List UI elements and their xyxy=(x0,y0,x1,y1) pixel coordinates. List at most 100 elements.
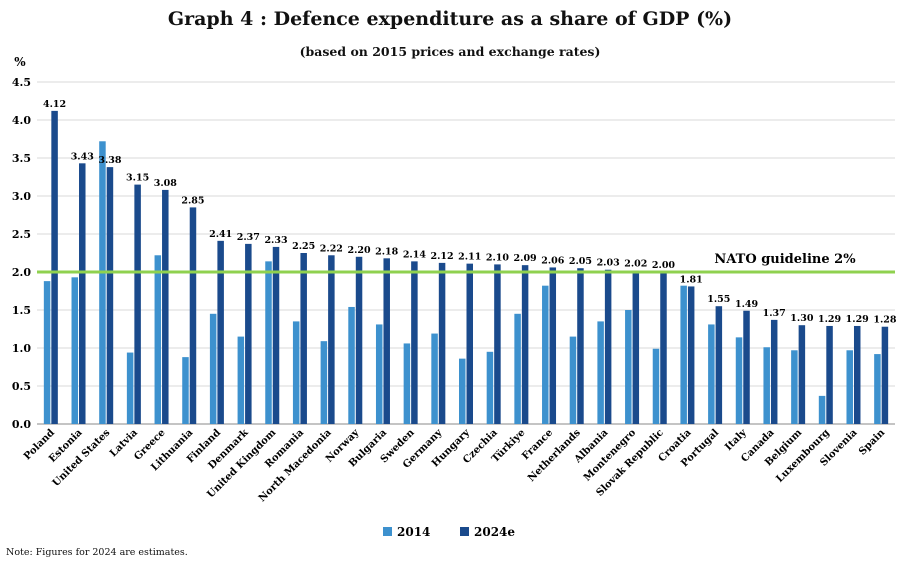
bar-2024e xyxy=(881,326,889,424)
y-tick-label: 2.5 xyxy=(12,228,31,241)
bar-2024e xyxy=(798,325,806,424)
bar-2024e xyxy=(743,310,750,424)
bar-2024e xyxy=(521,265,529,424)
bar-2014 xyxy=(237,336,245,424)
bar-2014 xyxy=(209,313,217,424)
bar-2014 xyxy=(791,350,798,424)
bar-2014 xyxy=(763,347,770,424)
bar-2014 xyxy=(403,343,411,424)
bar-2014 xyxy=(846,350,853,424)
bar-2024e xyxy=(162,189,169,424)
bar-2024e xyxy=(217,240,224,424)
data-label-2024e: 2.10 xyxy=(486,252,510,263)
bar-chart: 0.00.51.01.52.02.53.03.54.04.5%4.12Polan… xyxy=(12,55,897,539)
bar-2024e xyxy=(826,325,833,424)
data-label-2024e: 3.15 xyxy=(126,173,149,184)
data-label-2024e: 3.08 xyxy=(154,178,178,189)
bar-2014 xyxy=(126,352,134,424)
data-label-2024e: 2.14 xyxy=(403,249,427,260)
bar-2024e xyxy=(715,306,723,424)
legend-label: 2024e xyxy=(474,525,515,539)
bar-2024e xyxy=(79,163,86,424)
bar-2024e xyxy=(272,246,280,424)
y-tick-label: 3.5 xyxy=(12,152,31,165)
legend-swatch xyxy=(383,527,392,536)
bar-2024e xyxy=(134,184,141,424)
y-tick-label: 1.5 xyxy=(12,304,31,317)
bar-2024e xyxy=(549,267,557,424)
bar-2014 xyxy=(514,313,521,424)
y-tick-label: 0.0 xyxy=(12,418,31,431)
bar-2014 xyxy=(431,333,438,424)
data-label-2024e: 2.33 xyxy=(264,235,287,246)
bar-2024e xyxy=(577,268,584,424)
bar-2014 xyxy=(874,354,881,424)
y-tick-label: 3.0 xyxy=(12,190,31,203)
bar-2014 xyxy=(818,395,826,424)
bar-2024e xyxy=(494,264,501,424)
bar-2014 xyxy=(265,261,272,424)
bar-2014 xyxy=(652,348,660,424)
data-label-2024e: 2.41 xyxy=(209,229,232,240)
data-label-2024e: 2.25 xyxy=(292,241,315,252)
data-label-2024e: 2.02 xyxy=(624,258,647,269)
chart-subtitle: (based on 2015 prices and exchange rates… xyxy=(299,44,601,59)
bar-2014 xyxy=(43,281,51,424)
data-label-2024e: 2.05 xyxy=(569,256,592,267)
data-label-2024e: 1.30 xyxy=(790,313,814,324)
footnote: Note: Figures for 2024 are estimates. xyxy=(6,547,188,558)
bar-2024e xyxy=(51,110,58,424)
y-tick-label: 4.0 xyxy=(12,114,31,127)
bar-2024e xyxy=(632,270,640,424)
y-axis-label: % xyxy=(14,55,26,69)
data-label-2024e: 2.85 xyxy=(181,195,204,206)
x-tick-label: Spain xyxy=(857,427,888,458)
bar-2014 xyxy=(71,277,79,424)
bar-2014 xyxy=(459,358,466,424)
bar-2024e xyxy=(328,255,335,424)
bar-2014 xyxy=(597,321,604,424)
bar-2024e xyxy=(189,207,197,424)
chart-title: Graph 4 : Defence expenditure as a share… xyxy=(167,8,733,30)
bar-2014 xyxy=(375,324,383,424)
data-label-2024e: 2.03 xyxy=(597,258,620,269)
bar-2014 xyxy=(292,321,300,424)
bar-2024e xyxy=(604,269,612,424)
data-label-2024e: 2.18 xyxy=(375,246,399,257)
bar-2014 xyxy=(625,310,632,424)
bar-2014 xyxy=(486,351,494,424)
bar-2024e xyxy=(438,262,446,424)
y-tick-label: 0.5 xyxy=(12,380,31,393)
bar-2024e xyxy=(245,243,252,424)
bar-2024e xyxy=(853,325,861,424)
bar-2014 xyxy=(542,285,549,424)
data-label-2024e: 3.43 xyxy=(71,151,94,162)
data-label-2024e: 2.22 xyxy=(320,243,343,254)
bar-2024e xyxy=(466,263,473,424)
data-label-2024e: 2.11 xyxy=(458,252,481,263)
data-label-2024e: 2.00 xyxy=(652,260,676,271)
bar-2014 xyxy=(154,255,162,424)
y-tick-label: 4.5 xyxy=(12,76,31,89)
bar-2024e xyxy=(687,286,695,424)
bar-2014 xyxy=(99,141,106,424)
data-label-2024e: 1.29 xyxy=(846,314,870,325)
bar-2014 xyxy=(708,324,715,424)
data-label-2024e: 2.20 xyxy=(347,245,371,256)
bar-2014 xyxy=(680,285,687,424)
data-label-2024e: 2.09 xyxy=(514,253,538,264)
bar-2024e xyxy=(106,167,114,424)
data-label-2024e: 3.38 xyxy=(98,155,122,166)
bar-2024e xyxy=(770,319,778,424)
nato-guideline-label: NATO guideline 2% xyxy=(714,252,856,267)
bar-2014 xyxy=(182,357,189,424)
data-label-2024e: 1.28 xyxy=(873,315,897,326)
y-tick-label: 1.0 xyxy=(12,342,31,355)
data-label-2024e: 2.37 xyxy=(237,232,260,243)
y-tick-label: 2.0 xyxy=(12,266,31,279)
legend-swatch xyxy=(460,527,469,536)
data-label-2024e: 4.12 xyxy=(43,99,66,110)
data-label-2024e: 1.49 xyxy=(735,299,759,310)
bar-2014 xyxy=(320,341,328,424)
bar-2014 xyxy=(569,336,577,424)
